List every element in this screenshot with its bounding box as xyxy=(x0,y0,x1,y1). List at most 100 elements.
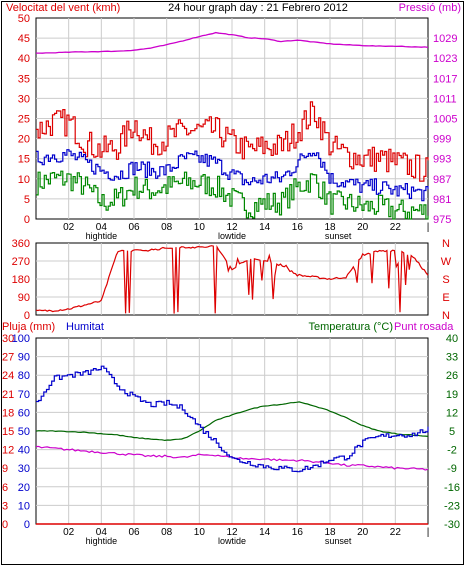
bot-x-tick-label: 10 xyxy=(194,527,206,538)
humidity-tick-label: 10 xyxy=(18,500,30,512)
humidity-tick-label: 70 xyxy=(18,389,30,401)
temperature-tick-label: -16 xyxy=(444,482,460,494)
rain-tick-label: 3 xyxy=(2,500,8,512)
rain-tick-label: 0 xyxy=(2,519,8,531)
top-x-tick-label: 02 xyxy=(63,222,75,233)
bot-x-tick-label: 22 xyxy=(390,527,402,538)
direction-compass-tick-label: S xyxy=(442,274,449,286)
humidity-tick-label: 90 xyxy=(18,352,30,364)
bot-x-tick-label: 08 xyxy=(161,527,173,538)
chart-title: 24 hour graph day : 21 Febrero 2012 xyxy=(168,2,348,14)
humidity-tick-label: 30 xyxy=(18,463,30,475)
rain-tick-label: 18 xyxy=(2,407,14,419)
temperature-tick-label: 19 xyxy=(446,389,458,401)
humidity-tick-label: 0 xyxy=(24,519,30,531)
wind-speed-tick-label: 45 xyxy=(18,33,30,45)
pressure-tick-label: 1029 xyxy=(433,33,457,45)
pressure-tick-label: 1005 xyxy=(433,114,457,126)
rain-tick-label: 12 xyxy=(2,445,14,457)
top-x-tick-label: 06 xyxy=(128,222,140,233)
rain-tick-label: 27 xyxy=(2,352,14,364)
direction-degrees-tick-label: 0 xyxy=(24,310,30,322)
direction-degrees-tick-label: 90 xyxy=(18,292,30,304)
temperature-tick-label: -9 xyxy=(447,463,457,475)
top-event-label: hightide xyxy=(86,231,118,241)
humidity-tick-label: 20 xyxy=(18,482,30,494)
pressure-tick-label: 981 xyxy=(433,194,451,206)
top-x-tick-label: 18 xyxy=(324,222,336,233)
direction-compass-tick-label: N xyxy=(442,238,450,250)
bot-event-label: sunset xyxy=(325,536,352,546)
wind-axis-label: Velocitat del vent (kmh) xyxy=(6,2,120,14)
wind-pressure-plot: 5045403530252015105010291023101710111005… xyxy=(18,13,458,241)
top-x-tick-label: 08 xyxy=(161,222,173,233)
wind-low-series-line xyxy=(36,170,429,220)
wind-speed-tick-label: 5 xyxy=(24,194,30,206)
pressure-tick-label: 1011 xyxy=(433,93,457,105)
temperature-series-line xyxy=(35,401,429,442)
top-x-tick-label: 20 xyxy=(357,222,369,233)
rain-axis-label: Pluja (mm) xyxy=(2,321,55,333)
top-x-tick-label: 22 xyxy=(390,222,402,233)
pressure-series-line xyxy=(36,31,429,54)
direction-degrees-tick-label: 270 xyxy=(12,256,30,268)
top-x-tick-label: 04 xyxy=(96,222,108,233)
pressure-tick-label: 987 xyxy=(433,174,451,186)
humidity-tick-label: 50 xyxy=(18,426,30,438)
humidity-tick-label: 80 xyxy=(18,370,30,382)
top-event-label: lowtide xyxy=(218,231,246,241)
bot-x-tick-label: 02 xyxy=(63,527,75,538)
wind-direction-series-line xyxy=(35,244,429,314)
bot-x-tick-label: 16 xyxy=(292,527,304,538)
wind-speed-tick-label: 30 xyxy=(18,93,30,105)
rain-tick-label: 30 xyxy=(2,333,14,345)
top-x-tick-label: 14 xyxy=(259,222,271,233)
temperature-tick-label: 26 xyxy=(446,370,458,382)
wind-speed-tick-label: 20 xyxy=(18,134,30,146)
temperature-tick-label: 12 xyxy=(446,407,458,419)
direction-compass-tick-label: N xyxy=(442,310,450,322)
temperature-tick-label: 33 xyxy=(446,352,458,364)
bot-x-tick-label: 12 xyxy=(226,527,238,538)
top-event-label: sunset xyxy=(325,231,352,241)
humidity-series-line xyxy=(36,365,429,473)
dewpoint-axis-label: Punt rosada xyxy=(394,321,454,333)
rain-tick-label: 6 xyxy=(2,482,8,494)
humidity-tick-label: 60 xyxy=(18,407,30,419)
direction-compass-tick-label: E xyxy=(442,292,449,304)
humidity-tick-label: 40 xyxy=(18,445,30,457)
top-x-tick-label: 16 xyxy=(292,222,304,233)
wind-speed-tick-label: 35 xyxy=(18,73,30,85)
rain-tick-label: 24 xyxy=(2,370,14,382)
temperature-tick-label: -2 xyxy=(447,445,457,457)
pressure-tick-label: 1017 xyxy=(433,73,457,85)
bot-x-tick-label: 20 xyxy=(357,527,369,538)
bot-event-label: lowtide xyxy=(218,536,246,546)
pressure-tick-label: 993 xyxy=(433,154,451,166)
temperature-tick-label: -23 xyxy=(444,500,460,512)
direction-degrees-tick-label: 360 xyxy=(12,238,30,250)
bot-x-tick-label: | xyxy=(427,527,430,538)
wind-speed-tick-label: 15 xyxy=(18,154,30,166)
rain-tick-label: 21 xyxy=(2,389,14,401)
direction-degrees-tick-label: 180 xyxy=(12,274,30,286)
pressure-tick-label: 1023 xyxy=(433,53,457,65)
rain-tick-label: 9 xyxy=(2,463,8,475)
top-x-tick-label: 10 xyxy=(194,222,206,233)
pressure-tick-label: 975 xyxy=(433,214,451,226)
wind-speed-tick-label: 40 xyxy=(18,53,30,65)
temperature-tick-label: 40 xyxy=(446,333,458,345)
direction-compass-tick-label: W xyxy=(441,256,452,268)
top-x-tick-label: | xyxy=(427,222,430,233)
bot-x-tick-label: 18 xyxy=(324,527,336,538)
wind-speed-tick-label: 10 xyxy=(18,174,30,186)
wind-average-series-line xyxy=(36,149,429,202)
pressure-axis-label: Pressió (mb) xyxy=(399,2,461,14)
humidity-axis-label: Humitat xyxy=(66,321,104,333)
temperature-tick-label: 5 xyxy=(449,426,455,438)
temperature-axis-label: Temperatura (°C) xyxy=(309,321,393,333)
